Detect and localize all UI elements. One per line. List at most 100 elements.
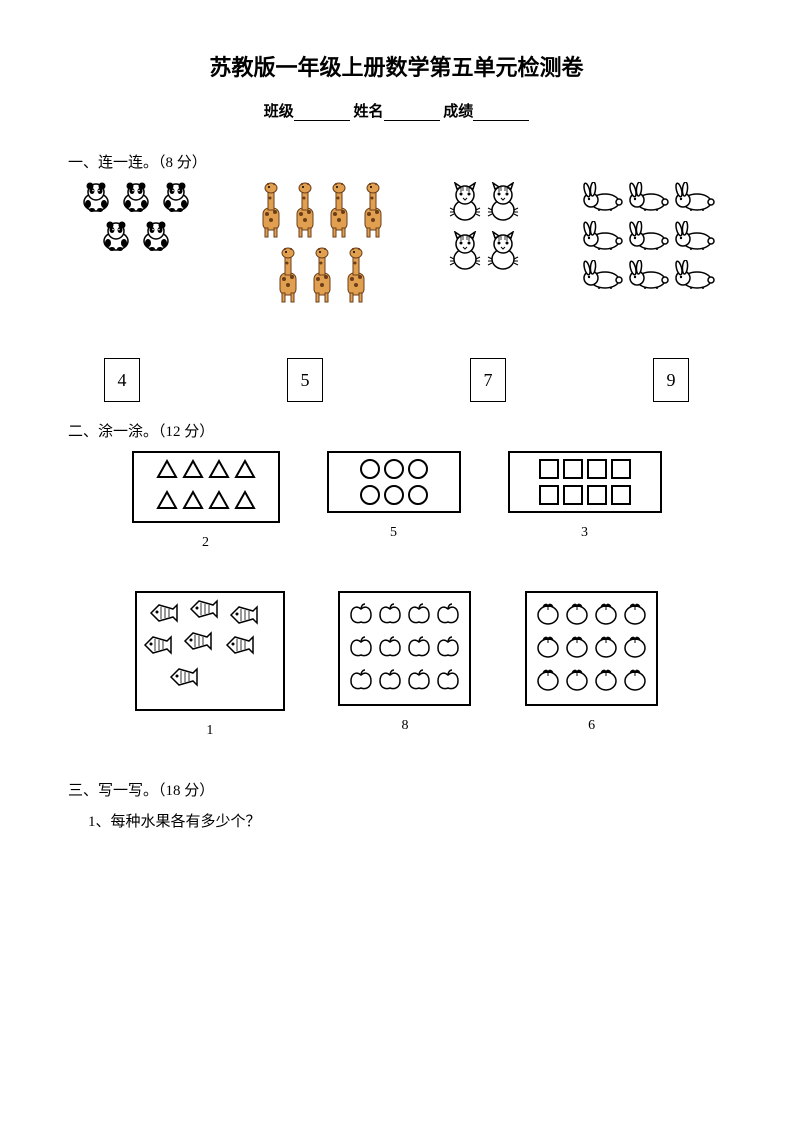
- circle-icon: [360, 485, 380, 505]
- triangle-icon: [208, 490, 230, 515]
- score-label: 成绩: [443, 104, 473, 120]
- fish-icon: [141, 633, 175, 662]
- apple-icon: [435, 601, 461, 630]
- peach-icon: [535, 634, 561, 663]
- peach-icon: [564, 601, 590, 630]
- giraffe-icon: [272, 247, 302, 308]
- picture-label: 1: [206, 723, 213, 739]
- triangle-icon: [156, 490, 178, 515]
- apple-icon: [406, 601, 432, 630]
- circle-icon: [408, 485, 428, 505]
- giraffe-icon: [306, 247, 336, 308]
- giraffe-icon: [255, 182, 285, 243]
- picture-item: 6: [525, 591, 658, 739]
- square-icon: [539, 485, 559, 505]
- triangle-icon: [234, 490, 256, 515]
- fish-icon: [147, 601, 181, 630]
- fish-icon: [227, 603, 261, 632]
- triangle-icon: [156, 459, 178, 484]
- giraffe-icon: [289, 182, 319, 243]
- q2-row1: 2 5 3: [68, 451, 725, 551]
- peach-icon: [593, 634, 619, 663]
- q3-sub1: 1、每种水果各有多少个？: [88, 810, 725, 831]
- square-icon: [611, 485, 631, 505]
- rabbit-icon: [627, 182, 669, 217]
- fish-icon: [223, 633, 257, 662]
- panda-icon: [78, 182, 114, 217]
- q3-heading: 三、写一写。（18 分）: [68, 779, 725, 800]
- shape-label: 5: [390, 525, 397, 541]
- apple-icon: [377, 601, 403, 630]
- fish-icon: [181, 629, 215, 658]
- cat-icon: [448, 182, 482, 227]
- q1-images: [68, 182, 725, 308]
- score-blank[interactable]: [473, 104, 529, 121]
- panda-icon: [98, 221, 134, 256]
- peach-icon: [622, 601, 648, 630]
- panda-icon: [138, 221, 174, 256]
- shape-label: 2: [202, 535, 209, 551]
- giraffe-icon: [357, 182, 387, 243]
- animal-group-rabbit: [581, 182, 715, 295]
- apple-icon: [435, 634, 461, 663]
- peach-icon: [622, 667, 648, 696]
- circle-icon: [384, 459, 404, 479]
- number-box: 5: [287, 358, 323, 402]
- apple-icon: [406, 667, 432, 696]
- rabbit-icon: [673, 221, 715, 256]
- giraffe-icon: [340, 247, 370, 308]
- name-label: 姓名: [353, 104, 383, 120]
- q1-heading: 一、连一连。（8 分）: [68, 151, 725, 172]
- info-line: 班级 姓名 成绩: [68, 100, 725, 121]
- name-blank[interactable]: [384, 104, 440, 121]
- square-icon: [587, 485, 607, 505]
- picture-label: 6: [588, 718, 595, 734]
- fish-icon: [167, 665, 201, 694]
- number-box: 9: [653, 358, 689, 402]
- class-blank[interactable]: [294, 104, 350, 121]
- shape-label: 3: [581, 525, 588, 541]
- apple-icon: [348, 634, 374, 663]
- shape-item: 2: [132, 451, 280, 551]
- apple-icon: [377, 634, 403, 663]
- q2-row2: 1 8 6: [68, 591, 725, 739]
- cat-icon: [486, 182, 520, 227]
- fish-icon: [187, 597, 221, 626]
- apple-icon: [348, 667, 374, 696]
- square-icon: [539, 459, 559, 479]
- square-icon: [611, 459, 631, 479]
- q2-heading: 二、涂一涂。（12 分）: [68, 420, 725, 441]
- rabbit-icon: [673, 182, 715, 217]
- apple-icon: [348, 601, 374, 630]
- peach-icon: [622, 634, 648, 663]
- square-icon: [563, 459, 583, 479]
- apple-icon: [406, 634, 432, 663]
- animal-group-giraffe: [255, 182, 387, 308]
- triangle-icon: [182, 459, 204, 484]
- shape-item: 5: [327, 451, 461, 551]
- triangle-icon: [182, 490, 204, 515]
- rabbit-icon: [627, 221, 669, 256]
- giraffe-icon: [323, 182, 353, 243]
- rabbit-icon: [581, 221, 623, 256]
- square-icon: [563, 485, 583, 505]
- peach-icon: [593, 667, 619, 696]
- picture-item: 8: [338, 591, 471, 739]
- triangle-icon: [234, 459, 256, 484]
- apple-icon: [377, 667, 403, 696]
- picture-item: 1: [135, 591, 285, 739]
- rabbit-icon: [673, 260, 715, 295]
- panda-icon: [158, 182, 194, 217]
- animal-group-cat: [448, 182, 520, 276]
- number-box: 4: [104, 358, 140, 402]
- peach-icon: [564, 634, 590, 663]
- circle-icon: [360, 459, 380, 479]
- cat-icon: [448, 231, 482, 276]
- apple-icon: [435, 667, 461, 696]
- number-box: 7: [470, 358, 506, 402]
- cat-icon: [486, 231, 520, 276]
- panda-icon: [118, 182, 154, 217]
- rabbit-icon: [627, 260, 669, 295]
- picture-label: 8: [401, 718, 408, 734]
- square-icon: [587, 459, 607, 479]
